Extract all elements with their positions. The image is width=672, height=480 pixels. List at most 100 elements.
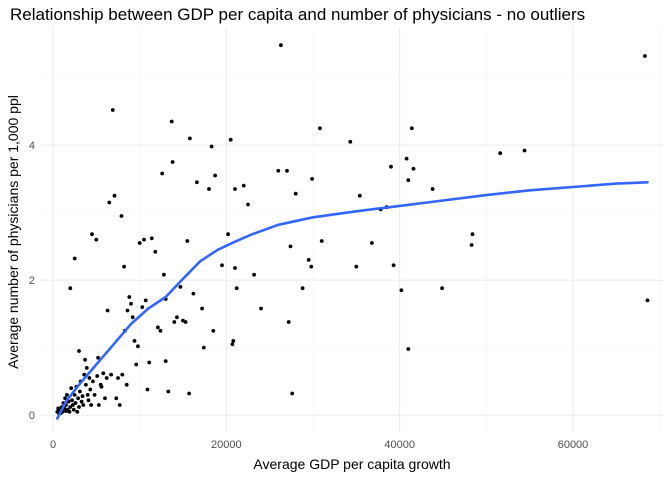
data-point	[77, 405, 81, 409]
data-point	[391, 263, 396, 268]
data-point	[231, 339, 236, 343]
data-point	[220, 263, 224, 268]
data-point	[201, 345, 206, 350]
data-point	[319, 239, 324, 243]
data-point	[143, 298, 148, 303]
data-point	[170, 160, 175, 164]
tick-labels: 0 20000 40000 60000 0 2 4	[29, 140, 588, 451]
data-point	[96, 355, 100, 360]
data-point	[136, 344, 140, 349]
data-point	[200, 306, 205, 311]
smooth-line	[56, 181, 649, 420]
data-point	[185, 239, 190, 243]
data-point	[162, 272, 166, 277]
data-point	[68, 286, 73, 291]
data-point	[310, 177, 314, 181]
data-point	[288, 244, 293, 249]
data-point	[440, 286, 444, 291]
data-point	[188, 136, 192, 141]
data-point	[306, 258, 311, 262]
data-point	[105, 308, 110, 313]
data-point	[252, 272, 256, 277]
data-point	[498, 151, 503, 156]
data-point	[77, 349, 81, 353]
data-point	[145, 387, 150, 392]
data-point	[207, 187, 211, 191]
data-point	[119, 214, 124, 218]
x-tick-label: 0	[50, 439, 56, 451]
y-axis-title: Average number of physicians per 1,000 p…	[5, 95, 21, 369]
data-point	[78, 389, 82, 394]
data-point	[147, 360, 152, 365]
data-point	[149, 236, 154, 241]
data-point	[178, 285, 183, 289]
data-point	[99, 384, 104, 389]
data-point	[109, 372, 113, 377]
data-point	[88, 387, 93, 392]
data-point	[522, 148, 527, 153]
x-tick-label: 60000	[558, 439, 589, 451]
data-point	[132, 339, 137, 343]
data-point	[643, 54, 647, 58]
data-point	[160, 171, 165, 176]
data-point	[348, 139, 353, 144]
data-point	[183, 320, 188, 324]
data-point	[406, 347, 411, 351]
y-tick-label: 4	[29, 140, 35, 152]
data-point	[279, 43, 283, 48]
data-point	[73, 401, 78, 405]
data-point	[65, 393, 69, 397]
x-tick-label: 20000	[211, 439, 242, 451]
y-tick-label: 0	[29, 410, 35, 422]
data-point	[107, 200, 112, 205]
data-point	[75, 409, 80, 414]
data-point	[142, 237, 146, 242]
data-point	[72, 393, 77, 397]
data-point	[158, 328, 163, 333]
data-point	[409, 126, 414, 131]
data-point	[469, 243, 474, 247]
data-point	[69, 386, 74, 390]
data-point	[389, 164, 393, 169]
data-point	[67, 409, 72, 414]
data-point	[195, 180, 199, 185]
chart-title: Relationship between GDP per capita and …	[10, 5, 585, 24]
data-point	[230, 342, 235, 347]
data-point	[241, 183, 246, 188]
data-point	[213, 173, 218, 178]
data-point	[300, 286, 305, 291]
data-point	[81, 403, 86, 407]
data-point	[95, 374, 100, 378]
data-point	[187, 391, 192, 396]
data-point	[285, 168, 289, 173]
data-point	[399, 288, 404, 293]
data-point	[116, 376, 120, 380]
data-point	[130, 315, 135, 320]
data-point	[246, 202, 250, 207]
data-point	[318, 126, 322, 131]
data-point	[228, 137, 233, 142]
y-tick-label: 2	[29, 275, 35, 287]
data-point	[97, 403, 101, 407]
data-point	[153, 249, 158, 254]
data-point	[226, 232, 231, 237]
data-point	[114, 396, 119, 401]
data-point	[92, 393, 97, 397]
data-point	[83, 357, 87, 362]
data-point	[76, 396, 80, 401]
data-point	[68, 405, 73, 409]
data-point	[71, 407, 76, 412]
data-point	[172, 320, 177, 324]
data-point	[104, 376, 109, 380]
data-point	[430, 187, 435, 191]
data-point	[84, 382, 88, 387]
smooth-trend	[56, 181, 649, 420]
data-point	[234, 286, 239, 291]
data-point	[233, 187, 237, 191]
data-point	[120, 372, 125, 377]
x-tick-label: 40000	[384, 439, 415, 451]
data-point	[290, 391, 295, 396]
data-point	[117, 403, 122, 407]
data-point	[404, 156, 409, 161]
